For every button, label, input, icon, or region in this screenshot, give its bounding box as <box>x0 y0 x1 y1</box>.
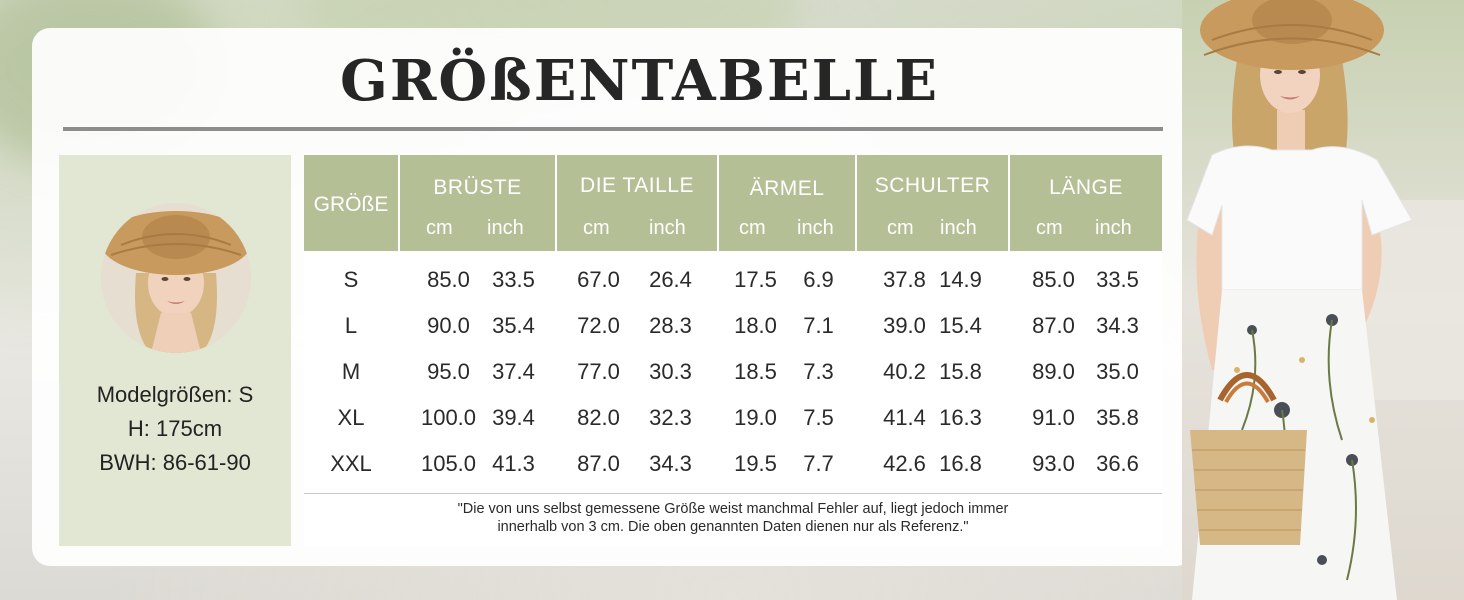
page-title: GRÖßENTABELLE <box>340 48 940 114</box>
value-cell: 87.0 <box>577 451 620 476</box>
column-header-brueste: BRÜSTE cm inch <box>426 176 524 239</box>
value-cell: 35.4 <box>492 313 535 338</box>
value-cell: 18.5 <box>734 359 777 384</box>
value-cell: 67.0 <box>577 267 620 292</box>
value-cell: 19.0 <box>734 405 777 430</box>
size-table: GRÖßE BRÜSTE cm inch DIE TAILLE cm inch … <box>304 155 1162 546</box>
value-cell: 36.6 <box>1096 451 1139 476</box>
value-cell: 95.0 <box>427 359 470 384</box>
size-cell: S <box>343 267 359 292</box>
value-cell: 85.0 <box>427 267 470 292</box>
value-cell: 105.0 <box>420 451 477 476</box>
value-cell: 19.5 <box>734 451 777 476</box>
column-header-aermel: ÄRMEL cm inch <box>739 177 834 239</box>
value-cell: 90.0 <box>427 313 470 338</box>
table-row: S 85.0 33.5 67.0 26.4 17.5 6.9 37.8 14.9 85.0 33.5 <box>304 257 1162 303</box>
value-cell: 89.0 <box>1032 359 1075 384</box>
value-cell: 37.4 <box>492 359 535 384</box>
value-cell: 28.3 <box>649 313 692 338</box>
value-cell: 37.8 <box>883 267 926 292</box>
value-cell: 35.8 <box>1096 405 1139 430</box>
value-cell: 15.8 <box>939 359 982 384</box>
value-cell: 39.0 <box>883 313 926 338</box>
table-row: M 95.0 37.4 77.0 30.3 18.5 7.3 40.2 15.8 89.0 35.0 <box>304 349 1162 395</box>
value-cell: 15.4 <box>939 313 982 338</box>
value-cell: 6.9 <box>803 267 834 292</box>
value-cell: 14.9 <box>939 267 982 292</box>
size-cell: M <box>341 359 361 384</box>
model-measurements: BWH: 86-61-90 <box>99 450 251 475</box>
table-row: L 90.0 35.4 72.0 28.3 18.0 7.1 39.0 15.4 87.0 34.3 <box>304 303 1162 349</box>
size-cell: XL <box>337 405 365 430</box>
table-row: XL 100.0 39.4 82.0 32.3 19.0 7.5 41.4 16.3 91.0 35… <box>304 395 1162 441</box>
column-header-laenge: LÄNGE cm inch <box>1036 176 1132 239</box>
value-cell: 7.5 <box>803 405 834 430</box>
table-row: XXL 105.0 41.3 87.0 34.3 19.5 7.7 42.6 16.8 93.0 3… <box>304 441 1162 487</box>
model-avatar <box>101 203 251 353</box>
value-cell: 18.0 <box>734 313 777 338</box>
value-cell: 30.3 <box>649 359 692 384</box>
size-cell: L <box>344 313 358 338</box>
value-cell: 39.4 <box>492 405 535 430</box>
value-cell: 17.5 <box>734 267 777 292</box>
value-cell: 26.4 <box>649 267 692 292</box>
measurement-note: "Die von uns selbst gemessene Größe weis… <box>457 501 1009 535</box>
value-cell: 34.3 <box>649 451 692 476</box>
value-cell: 93.0 <box>1032 451 1075 476</box>
value-cell: 41.4 <box>883 405 926 430</box>
column-header-schulter: SCHULTER cm inch <box>874 174 991 239</box>
table-header: GRÖßE BRÜSTE cm inch DIE TAILLE cm inch … <box>304 155 1162 251</box>
value-cell: 33.5 <box>492 267 535 292</box>
value-cell: 91.0 <box>1032 405 1075 430</box>
title-divider <box>63 127 1163 131</box>
value-cell: 82.0 <box>577 405 620 430</box>
value-cell: 41.3 <box>492 451 535 476</box>
model-photo-image <box>1182 0 1464 600</box>
model-portrait-image <box>101 203 251 353</box>
value-cell: 16.3 <box>939 405 982 430</box>
size-cell: XXL <box>330 451 372 476</box>
value-cell: 35.0 <box>1096 359 1139 384</box>
column-header-taille: DIE TAILLE cm inch <box>580 174 694 239</box>
value-cell: 42.6 <box>883 451 926 476</box>
value-cell: 85.0 <box>1032 267 1075 292</box>
value-cell: 77.0 <box>577 359 620 384</box>
value-cell: 40.2 <box>883 359 926 384</box>
value-cell: 87.0 <box>1032 313 1075 338</box>
value-cell: 72.0 <box>577 313 620 338</box>
model-photo <box>1182 0 1464 600</box>
value-cell: 7.1 <box>803 313 834 338</box>
value-cell: 7.3 <box>803 359 834 384</box>
model-height: H: 175cm <box>127 416 223 441</box>
value-cell: 100.0 <box>420 405 477 430</box>
note-divider <box>304 493 1162 494</box>
value-cell: 33.5 <box>1096 267 1139 292</box>
value-cell: 34.3 <box>1096 313 1139 338</box>
model-info-panel: Modelgrößen: S H: 175cm BWH: 86-61-90 <box>59 155 291 546</box>
value-cell: 7.7 <box>803 451 834 476</box>
value-cell: 32.3 <box>649 405 692 430</box>
column-header-size: GRÖßE <box>313 193 389 216</box>
model-size: Modelgrößen: S <box>96 382 254 407</box>
value-cell: 16.8 <box>939 451 982 476</box>
